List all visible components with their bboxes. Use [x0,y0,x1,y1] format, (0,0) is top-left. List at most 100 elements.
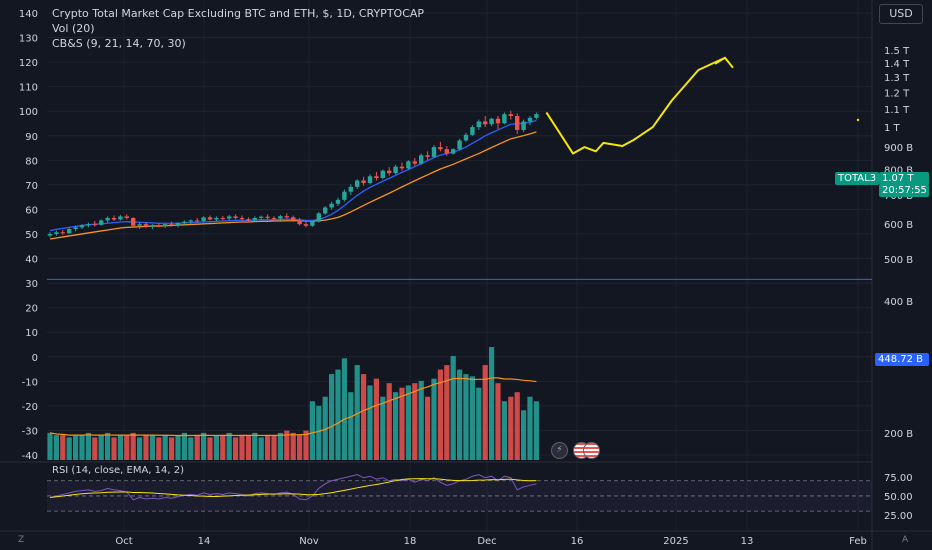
volume-bar [380,396,386,460]
candle-body [457,140,462,150]
left-tick-label: 0 [32,353,38,364]
right-tick-label: 1.2 T [884,88,910,99]
candle-body [143,224,149,227]
ma-fast-line [49,119,537,232]
right-tick-label: 800 B [884,165,913,176]
candle-body [425,155,430,157]
volume-bar [73,435,79,460]
candle-body [310,221,315,226]
candle-body [521,121,526,130]
volume-bars [47,347,539,460]
volume-bar [265,435,271,460]
candle-body [118,216,123,220]
candle-body [124,216,129,218]
x-tick-label: 13 [741,536,754,547]
left-tick-label: -20 [22,402,38,413]
candle-body [188,220,193,222]
left-tick-label: 60 [25,205,38,216]
candle-body [451,149,456,154]
right-tick-label: 1.3 T [884,73,910,84]
x-tick-label: Dec [477,536,496,547]
candle-body [156,225,161,227]
volume-bar [322,396,328,460]
left-tick-label: -40 [22,451,38,462]
volume-bar [476,387,482,460]
volume-bar [194,435,200,460]
rsi-label[interactable]: RSI (14, close, EMA, 14, 2) [52,465,185,476]
volume-bar [245,435,251,460]
candle-body [79,225,85,228]
left-tick-label: -10 [22,377,38,388]
candle-body [284,216,289,218]
volume-bar [284,430,290,460]
volume-bar [290,432,296,460]
candle-body [246,219,251,221]
left-tick-label: -30 [22,426,38,437]
candle-body [92,224,97,226]
currency-button[interactable]: USD [879,4,923,24]
volume-bar [367,385,373,460]
left-tick-label: 10 [25,328,38,339]
volume-bar [521,410,527,460]
volume-bar [527,396,533,460]
flash-icon[interactable]: ⚡ [551,442,568,459]
candle-body [169,224,174,226]
candle-body [137,224,142,226]
volume-bar [431,378,437,460]
volume-bar [361,374,367,460]
candle-body [515,115,520,130]
candlesticks[interactable] [47,110,539,238]
rsi-line [49,474,537,501]
volume-bar [162,435,168,460]
candle-body [220,217,225,219]
volume-bar [213,435,219,460]
volume-bar [143,435,149,460]
volume-bar [489,347,495,460]
left-tick-label: 20 [25,304,38,315]
rsi-pane: 75.00 50.00 25.00 [0,461,913,522]
cbs-indicator-label[interactable]: CB&S (9, 21, 14, 70, 30) [52,37,186,50]
candle-body [150,225,155,227]
us-flag-icon-2[interactable] [583,442,600,459]
candle-body [431,147,437,157]
auto-scale-icon[interactable]: A [902,535,909,545]
candle-body [207,217,213,220]
volume-bar [444,365,450,460]
candle-body [406,161,411,169]
volume-bar [252,432,258,460]
volume-bar [335,369,341,460]
volume-bar [329,374,335,460]
candle-body [111,217,117,220]
candle-body [323,207,328,214]
volume-bar [137,437,143,460]
volume-bar [60,435,66,460]
candle-body [534,114,539,118]
right-tick-label: 500 B [884,255,913,266]
projection-drawing[interactable] [545,56,860,155]
volume-bar [220,435,226,460]
right-tick-label: 1 T [884,123,901,134]
volume-bar [463,374,469,460]
volume-bar [508,396,514,460]
volume-bar [405,385,411,460]
projection-path [545,56,726,155]
volume-bar [130,432,136,460]
volume-bar [169,437,175,460]
vol-indicator-label[interactable]: Vol (20) [52,22,95,35]
left-tick-label: 130 [19,34,38,45]
volume-bar [303,430,309,460]
last-price-tag: 1.07 T [879,172,929,185]
right-tick-label: 1.5 T [884,46,910,57]
chart-legend: Crypto Total Market Cap Excluding BTC an… [52,6,424,51]
timezone-icon[interactable]: Z [18,535,25,545]
countdown-tag: 20:57:55 [879,184,929,197]
candle-body [214,217,219,220]
left-tick-label: 70 [25,181,38,192]
candle-body [502,114,507,124]
chart-title: Crypto Total Market Cap Excluding BTC an… [52,7,425,20]
candle-body [380,170,385,178]
volume-bar [450,356,456,460]
candle-body [476,121,481,128]
candle-body [259,216,264,218]
